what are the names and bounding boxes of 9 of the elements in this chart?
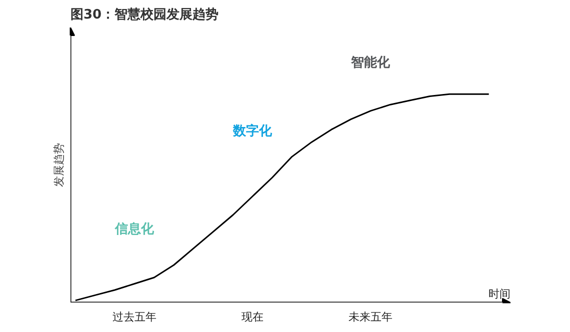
x-tick-label: 未来五年 [348,310,393,324]
x-axis-title: 时间 [488,287,510,300]
chart-title: 图30：智慧校园发展趋势 [70,6,219,22]
x-tick-label: 过去五年 [112,310,156,324]
text: 智能化 [350,54,392,70]
x-tick-label: 现在 [242,310,264,324]
annotation: 信息化 [114,221,155,238]
y-axis-title: 发展趋势 [52,143,66,187]
annotation: 数字化 [232,123,274,140]
